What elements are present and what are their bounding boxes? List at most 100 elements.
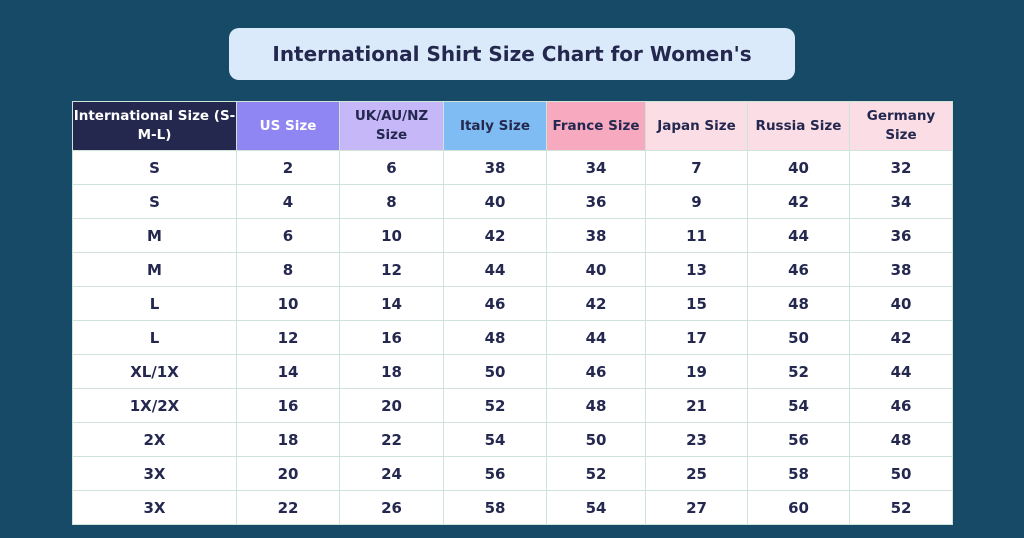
- size-cell: 24: [339, 456, 444, 491]
- size-cell: 50: [443, 354, 547, 389]
- size-cell: 56: [443, 456, 547, 491]
- size-cell: 58: [747, 456, 850, 491]
- size-cell: 16: [339, 320, 444, 355]
- size-cell: 10: [339, 218, 444, 253]
- size-cell: 11: [645, 218, 748, 253]
- column-header: International Size (S-M-L): [72, 101, 237, 151]
- column-header: France Size: [546, 101, 646, 151]
- size-cell: 42: [546, 286, 646, 321]
- international-size-cell: XL/1X: [72, 354, 237, 389]
- size-cell: 48: [443, 320, 547, 355]
- table-row: L 10 14 46 42 15 48 40: [72, 286, 953, 321]
- size-cell: 60: [747, 490, 850, 525]
- size-cell: 15: [645, 286, 748, 321]
- size-cell: 44: [546, 320, 646, 355]
- size-cell: 4: [236, 184, 340, 219]
- international-size-cell: M: [72, 252, 237, 287]
- size-cell: 36: [849, 218, 953, 253]
- size-cell: 17: [645, 320, 748, 355]
- size-cell: 25: [645, 456, 748, 491]
- size-cell: 54: [546, 490, 646, 525]
- size-cell: 12: [236, 320, 340, 355]
- size-cell: 52: [849, 490, 953, 525]
- table-row: XL/1X 14 18 50 46 19 52 44: [72, 354, 953, 389]
- size-cell: 50: [747, 320, 850, 355]
- table-body: S 2 6 38 34 7 40 32 S 4 8 40 36 9 42 34 M 6 10 42 38 11 44 36 M 8…: [72, 150, 953, 525]
- size-cell: 9: [645, 184, 748, 219]
- size-cell: 23: [645, 422, 748, 457]
- international-size-cell: S: [72, 184, 237, 219]
- international-size-cell: M: [72, 218, 237, 253]
- column-header: Italy Size: [443, 101, 547, 151]
- size-cell: 46: [546, 354, 646, 389]
- size-cell: 48: [747, 286, 850, 321]
- size-cell: 40: [849, 286, 953, 321]
- size-cell: 46: [443, 286, 547, 321]
- size-cell: 52: [546, 456, 646, 491]
- size-cell: 8: [236, 252, 340, 287]
- table-row: 3X 22 26 58 54 27 60 52: [72, 490, 953, 525]
- table-row: M 6 10 42 38 11 44 36: [72, 218, 953, 253]
- size-cell: 40: [546, 252, 646, 287]
- size-cell: 38: [443, 150, 547, 185]
- column-header: US Size: [236, 101, 340, 151]
- size-cell: 38: [546, 218, 646, 253]
- size-cell: 42: [747, 184, 850, 219]
- size-cell: 54: [443, 422, 547, 457]
- column-header: Russia Size: [747, 101, 850, 151]
- chart-title: International Shirt Size Chart for Women…: [229, 28, 795, 80]
- size-cell: 58: [443, 490, 547, 525]
- size-cell: 36: [546, 184, 646, 219]
- international-size-cell: 3X: [72, 490, 237, 525]
- size-cell: 6: [236, 218, 340, 253]
- size-cell: 44: [747, 218, 850, 253]
- size-cell: 13: [645, 252, 748, 287]
- size-cell: 22: [236, 490, 340, 525]
- size-cell: 54: [747, 388, 850, 423]
- column-header: Japan Size: [645, 101, 748, 151]
- size-cell: 21: [645, 388, 748, 423]
- size-cell: 50: [849, 456, 953, 491]
- size-cell: 7: [645, 150, 748, 185]
- table-row: 3X 20 24 56 52 25 58 50: [72, 456, 953, 491]
- international-size-cell: L: [72, 320, 237, 355]
- size-cell: 6: [339, 150, 444, 185]
- column-header: Germany Size: [849, 101, 953, 151]
- size-cell: 8: [339, 184, 444, 219]
- size-cell: 46: [747, 252, 850, 287]
- size-cell: 32: [849, 150, 953, 185]
- size-cell: 14: [339, 286, 444, 321]
- table-row: M 8 12 44 40 13 46 38: [72, 252, 953, 287]
- size-cell: 42: [443, 218, 547, 253]
- size-cell: 20: [236, 456, 340, 491]
- size-cell: 52: [443, 388, 547, 423]
- size-cell: 18: [339, 354, 444, 389]
- table-row: 1X/2X 16 20 52 48 21 54 46: [72, 388, 953, 423]
- table-row: S 4 8 40 36 9 42 34: [72, 184, 953, 219]
- size-cell: 44: [849, 354, 953, 389]
- size-cell: 44: [443, 252, 547, 287]
- size-cell: 34: [546, 150, 646, 185]
- international-size-cell: 2X: [72, 422, 237, 457]
- size-chart-table: International Size (S-M-L) US Size UK/AU/N…: [72, 101, 953, 525]
- international-size-cell: L: [72, 286, 237, 321]
- international-size-cell: S: [72, 150, 237, 185]
- table-row: 2X 18 22 54 50 23 56 48: [72, 422, 953, 457]
- size-cell: 46: [849, 388, 953, 423]
- table-row: L 12 16 48 44 17 50 42: [72, 320, 953, 355]
- size-cell: 52: [747, 354, 850, 389]
- size-cell: 42: [849, 320, 953, 355]
- size-cell: 19: [645, 354, 748, 389]
- size-cell: 48: [546, 388, 646, 423]
- size-cell: 50: [546, 422, 646, 457]
- size-cell: 48: [849, 422, 953, 457]
- size-cell: 34: [849, 184, 953, 219]
- table-header-row: International Size (S-M-L) US Size UK/AU/N…: [72, 101, 953, 151]
- size-cell: 14: [236, 354, 340, 389]
- chart-title-text: International Shirt Size Chart for Women…: [272, 42, 752, 66]
- size-cell: 38: [849, 252, 953, 287]
- size-cell: 20: [339, 388, 444, 423]
- size-cell: 22: [339, 422, 444, 457]
- table-row: S 2 6 38 34 7 40 32: [72, 150, 953, 185]
- size-cell: 10: [236, 286, 340, 321]
